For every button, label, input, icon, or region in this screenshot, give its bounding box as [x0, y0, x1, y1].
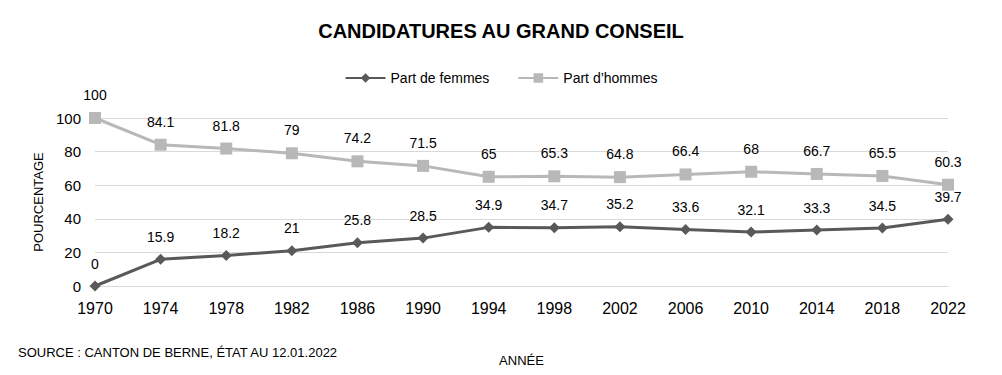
svg-text:32.1: 32.1	[738, 202, 765, 218]
svg-text:60: 60	[64, 177, 81, 194]
svg-text:2018: 2018	[865, 300, 901, 317]
svg-text:2022: 2022	[930, 300, 966, 317]
svg-text:33.3: 33.3	[803, 200, 830, 216]
svg-text:68: 68	[743, 141, 759, 157]
svg-text:71.5: 71.5	[409, 135, 436, 151]
svg-text:2006: 2006	[668, 300, 704, 317]
svg-text:1994: 1994	[471, 300, 507, 317]
svg-text:SOURCE : CANTON DE BERNE, ÉTAT: SOURCE : CANTON DE BERNE, ÉTAT AU 12.01.…	[18, 345, 337, 360]
svg-text:Part de femmes: Part de femmes	[391, 70, 490, 86]
svg-text:1998: 1998	[537, 300, 573, 317]
svg-text:81.8: 81.8	[213, 118, 240, 134]
svg-text:20: 20	[64, 244, 81, 261]
svg-text:65.5: 65.5	[869, 145, 896, 161]
svg-text:0: 0	[73, 278, 81, 295]
svg-text:1982: 1982	[274, 300, 310, 317]
svg-text:21: 21	[284, 220, 300, 236]
svg-text:25.8: 25.8	[344, 212, 371, 228]
svg-text:ANNÉE: ANNÉE	[499, 353, 544, 368]
svg-text:33.6: 33.6	[672, 199, 699, 215]
svg-text:66.7: 66.7	[803, 143, 830, 159]
svg-text:POURCENTAGE: POURCENTAGE	[31, 152, 46, 252]
svg-text:CANDIDATURES AU GRAND CONSEIL: CANDIDATURES AU GRAND CONSEIL	[318, 20, 684, 42]
svg-text:2010: 2010	[733, 300, 769, 317]
svg-text:1978: 1978	[208, 300, 244, 317]
svg-text:39.7: 39.7	[934, 189, 961, 205]
svg-text:2014: 2014	[799, 300, 835, 317]
svg-text:1986: 1986	[340, 300, 376, 317]
svg-text:34.9: 34.9	[475, 197, 502, 213]
svg-text:18.2: 18.2	[213, 225, 240, 241]
svg-text:34.5: 34.5	[869, 198, 896, 214]
svg-text:0: 0	[91, 256, 99, 272]
svg-text:28.5: 28.5	[409, 208, 436, 224]
svg-text:Part d’hommes: Part d’hommes	[563, 70, 657, 86]
svg-text:34.7: 34.7	[541, 197, 568, 213]
svg-text:35.2: 35.2	[606, 196, 633, 212]
svg-text:64.8: 64.8	[606, 146, 633, 162]
svg-text:1970: 1970	[77, 300, 113, 317]
svg-text:74.2: 74.2	[344, 130, 371, 146]
svg-text:40: 40	[64, 210, 81, 227]
svg-text:79: 79	[284, 122, 300, 138]
svg-text:15.9: 15.9	[147, 229, 174, 245]
svg-text:1974: 1974	[143, 300, 179, 317]
svg-text:60.3: 60.3	[934, 154, 961, 170]
svg-text:100: 100	[83, 87, 107, 103]
svg-text:1990: 1990	[405, 300, 441, 317]
svg-text:66.4: 66.4	[672, 143, 699, 159]
svg-text:65: 65	[481, 146, 497, 162]
svg-text:2002: 2002	[602, 300, 638, 317]
svg-text:100: 100	[56, 110, 81, 127]
svg-text:84.1: 84.1	[147, 114, 174, 130]
svg-text:65.3: 65.3	[541, 145, 568, 161]
svg-text:80: 80	[64, 143, 81, 160]
